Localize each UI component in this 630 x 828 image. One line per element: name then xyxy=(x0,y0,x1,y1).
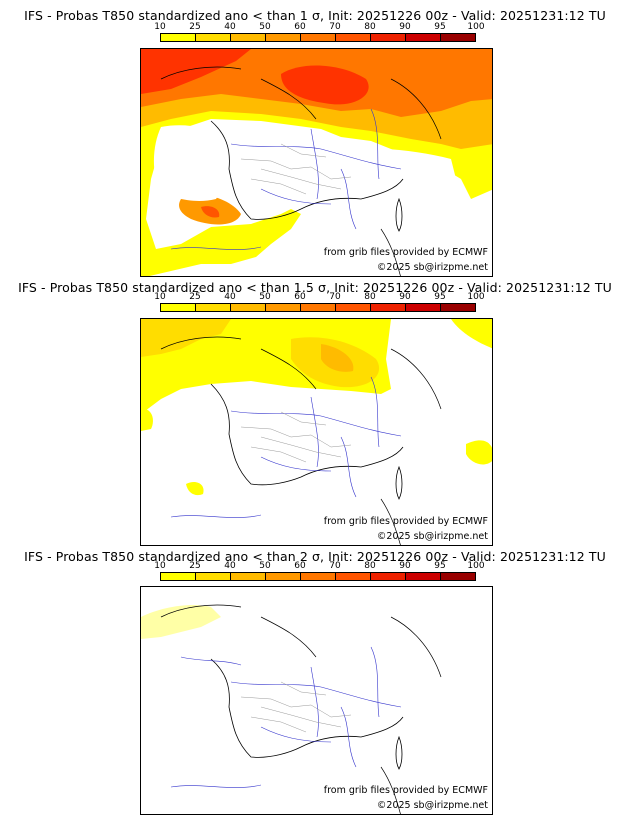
legend-tick: 50 xyxy=(259,22,271,32)
border-lines xyxy=(160,66,442,276)
biscay-white xyxy=(153,125,233,201)
color-legend: 10 25 40 50 60 70 80 90 95 100 xyxy=(154,22,485,42)
prob-70-west xyxy=(141,49,251,94)
legend-tick: 100 xyxy=(467,22,485,32)
legend-tick: 60 xyxy=(294,292,306,302)
map-title: IFS - Probas T850 standardized ano < tha… xyxy=(18,280,612,295)
border-lines xyxy=(160,604,442,814)
legend-tick: 80 xyxy=(364,561,376,571)
credit-source: from grib files provided by ECMWF xyxy=(323,785,488,796)
credit-source: from grib files provided by ECMWF xyxy=(323,247,488,258)
legend-tick: 10 xyxy=(154,22,166,32)
credit-copyright: ©2025 sb@irizpme.net xyxy=(376,800,488,811)
legend-tick: 80 xyxy=(364,22,376,32)
corsica xyxy=(395,465,403,500)
legend-tick: 100 xyxy=(467,561,485,571)
corsica xyxy=(395,197,403,232)
admin-borders xyxy=(240,143,352,195)
legend-tick: 60 xyxy=(294,22,306,32)
credit-source: from grib files provided by ECMWF xyxy=(323,516,488,527)
legend-tick: 100 xyxy=(467,292,485,302)
map-title: IFS - Probas T850 standardized ano < tha… xyxy=(24,8,606,23)
legend-tick: 95 xyxy=(434,22,446,32)
prob-70-pyrenees xyxy=(201,206,220,218)
prob-10-italy xyxy=(466,440,492,465)
legend-tick: 70 xyxy=(329,561,341,571)
panel-2sigma: IFS - Probas T850 standardized ano < tha… xyxy=(0,548,630,828)
legend-tick: 90 xyxy=(399,561,411,571)
legend-tick: 10 xyxy=(154,561,166,571)
legend-tick: 25 xyxy=(189,22,201,32)
panel-1-5sigma: IFS - Probas T850 standardized ano < tha… xyxy=(0,278,630,548)
probability-map: from grib files provided by ECMWF ©2025 … xyxy=(140,318,493,546)
legend-tick: 60 xyxy=(294,561,306,571)
probability-map: from grib files provided by ECMWF ©2025 … xyxy=(140,586,493,815)
prob-70-core xyxy=(281,65,369,105)
credit-copyright: ©2025 sb@irizpme.net xyxy=(376,531,488,542)
legend-tick: 90 xyxy=(399,22,411,32)
prob-10-faint xyxy=(141,605,221,639)
coastline xyxy=(210,658,404,758)
legend-tick: 95 xyxy=(434,292,446,302)
color-legend: 10 25 40 50 60 70 80 90 95 100 xyxy=(154,292,485,312)
map-canvas xyxy=(141,319,492,545)
prob-10-alps xyxy=(451,319,492,349)
credit-copyright: ©2025 sb@irizpme.net xyxy=(376,262,488,273)
legend-tick: 10 xyxy=(154,292,166,302)
rivers xyxy=(170,108,402,250)
prob-10-spot xyxy=(186,482,204,496)
legend-tick: 95 xyxy=(434,561,446,571)
legend-colorbar xyxy=(160,33,476,42)
legend-tick: 25 xyxy=(189,561,201,571)
probability-map: from grib files provided by ECMWF ©2025 … xyxy=(140,48,493,277)
legend-tick: 50 xyxy=(259,561,271,571)
admin-borders xyxy=(240,681,352,733)
admin-borders xyxy=(240,411,352,463)
map-title: IFS - Probas T850 standardized ano < tha… xyxy=(24,549,606,564)
corsica xyxy=(395,735,403,770)
legend-colorbar xyxy=(160,572,476,581)
coastline xyxy=(210,383,404,486)
map-canvas xyxy=(141,49,492,276)
rivers xyxy=(170,376,402,518)
legend-tick: 50 xyxy=(259,292,271,302)
legend-tick: 80 xyxy=(364,292,376,302)
border-lines xyxy=(160,336,442,545)
legend-tick: 70 xyxy=(329,22,341,32)
color-legend: 10 25 40 50 60 70 80 90 95 100 xyxy=(154,561,485,581)
map-canvas xyxy=(141,604,442,814)
legend-tick: 70 xyxy=(329,292,341,302)
prob-10-west xyxy=(141,408,153,431)
legend-tick: 25 xyxy=(189,292,201,302)
legend-colorbar xyxy=(160,303,476,312)
france-south-white xyxy=(301,148,461,229)
prob-40-core xyxy=(321,344,354,372)
legend-tick: 40 xyxy=(224,22,236,32)
rivers xyxy=(170,646,402,788)
coastline xyxy=(210,120,404,220)
panel-1sigma: IFS - Probas T850 standardized ano < tha… xyxy=(0,0,630,278)
legend-tick: 90 xyxy=(399,292,411,302)
legend-tick: 40 xyxy=(224,292,236,302)
legend-tick: 40 xyxy=(224,561,236,571)
